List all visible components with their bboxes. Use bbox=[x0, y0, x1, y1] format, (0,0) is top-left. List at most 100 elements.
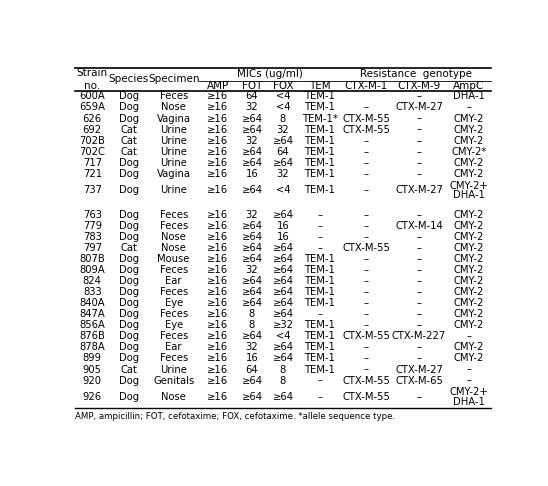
Text: TEM-1: TEM-1 bbox=[304, 287, 335, 297]
Text: ≥16: ≥16 bbox=[207, 364, 229, 375]
Text: CMY-2+: CMY-2+ bbox=[449, 180, 488, 191]
Text: –: – bbox=[364, 221, 369, 231]
Text: DHA-1: DHA-1 bbox=[453, 91, 484, 102]
Text: ≥64: ≥64 bbox=[242, 124, 262, 135]
Text: Feces: Feces bbox=[159, 331, 188, 341]
Text: –: – bbox=[416, 114, 421, 123]
Text: Feces: Feces bbox=[159, 91, 188, 102]
Text: –: – bbox=[317, 392, 322, 402]
Text: ≥64: ≥64 bbox=[272, 210, 294, 220]
Text: TEM-1: TEM-1 bbox=[304, 353, 335, 364]
Text: Species: Species bbox=[109, 74, 149, 84]
Text: AMP: AMP bbox=[207, 81, 229, 91]
Text: 856A: 856A bbox=[79, 320, 105, 330]
Text: ≥64: ≥64 bbox=[242, 276, 262, 286]
Text: CMY-2: CMY-2 bbox=[454, 124, 484, 135]
Text: –: – bbox=[416, 320, 421, 330]
Text: ≥16: ≥16 bbox=[207, 103, 229, 112]
Text: ≥16: ≥16 bbox=[207, 298, 229, 308]
Text: 64: 64 bbox=[246, 91, 258, 102]
Text: 737: 737 bbox=[83, 185, 102, 195]
Text: –: – bbox=[364, 169, 369, 179]
Text: ≥16: ≥16 bbox=[207, 147, 229, 156]
Text: CMY-2: CMY-2 bbox=[454, 114, 484, 123]
Text: ≥64: ≥64 bbox=[242, 254, 262, 264]
Text: CMY-2: CMY-2 bbox=[454, 232, 484, 242]
Text: –: – bbox=[416, 91, 421, 102]
Text: ≥64: ≥64 bbox=[242, 392, 262, 402]
Text: CTX-M-227: CTX-M-227 bbox=[392, 331, 446, 341]
Text: 32: 32 bbox=[246, 343, 258, 352]
Text: Dog: Dog bbox=[119, 185, 139, 195]
Text: Mouse: Mouse bbox=[157, 254, 190, 264]
Text: 600A: 600A bbox=[79, 91, 105, 102]
Text: –: – bbox=[416, 124, 421, 135]
Text: Resistance  genotype: Resistance genotype bbox=[360, 69, 472, 79]
Text: –: – bbox=[364, 185, 369, 195]
Text: Urine: Urine bbox=[160, 158, 187, 168]
Text: Dog: Dog bbox=[119, 91, 139, 102]
Text: Urine: Urine bbox=[160, 147, 187, 156]
Text: ≥16: ≥16 bbox=[207, 309, 229, 319]
Text: TEM-1: TEM-1 bbox=[304, 185, 335, 195]
Text: –: – bbox=[466, 103, 471, 112]
Text: ≥16: ≥16 bbox=[207, 343, 229, 352]
Text: Cat: Cat bbox=[121, 364, 138, 375]
Text: –: – bbox=[364, 309, 369, 319]
Text: ≥64: ≥64 bbox=[272, 254, 294, 264]
Text: –: – bbox=[364, 136, 369, 146]
Text: ≥32: ≥32 bbox=[272, 320, 294, 330]
Text: Feces: Feces bbox=[159, 353, 188, 364]
Text: TEM-1: TEM-1 bbox=[304, 331, 335, 341]
Text: ≥64: ≥64 bbox=[242, 376, 262, 385]
Text: ≥64: ≥64 bbox=[272, 343, 294, 352]
Text: 32: 32 bbox=[246, 103, 258, 112]
Text: Ear: Ear bbox=[165, 343, 182, 352]
Text: CTX-M-14: CTX-M-14 bbox=[395, 221, 443, 231]
Text: CMY-2: CMY-2 bbox=[454, 265, 484, 275]
Text: Nose: Nose bbox=[161, 103, 186, 112]
Text: –: – bbox=[317, 232, 322, 242]
Text: Dog: Dog bbox=[119, 320, 139, 330]
Text: ≥64: ≥64 bbox=[242, 221, 262, 231]
Text: ≥64: ≥64 bbox=[272, 309, 294, 319]
Text: <4: <4 bbox=[276, 91, 290, 102]
Text: CMY-2: CMY-2 bbox=[454, 210, 484, 220]
Text: –: – bbox=[416, 298, 421, 308]
Text: CTX-M-55: CTX-M-55 bbox=[342, 124, 390, 135]
Text: –: – bbox=[416, 276, 421, 286]
Text: Dog: Dog bbox=[119, 169, 139, 179]
Text: –: – bbox=[317, 243, 322, 253]
Text: FOX: FOX bbox=[273, 81, 293, 91]
Text: 926: 926 bbox=[83, 392, 102, 402]
Text: CMY-2: CMY-2 bbox=[454, 353, 484, 364]
Text: CMY-2: CMY-2 bbox=[454, 343, 484, 352]
Text: Cat: Cat bbox=[121, 147, 138, 156]
Text: Eye: Eye bbox=[164, 320, 183, 330]
Text: CTX-M-9: CTX-M-9 bbox=[397, 81, 441, 91]
Text: 702C: 702C bbox=[79, 147, 105, 156]
Text: Feces: Feces bbox=[159, 309, 188, 319]
Text: CTX-M-27: CTX-M-27 bbox=[395, 103, 443, 112]
Text: <4: <4 bbox=[276, 103, 290, 112]
Text: 763: 763 bbox=[83, 210, 102, 220]
Text: –: – bbox=[317, 210, 322, 220]
Text: Dog: Dog bbox=[119, 287, 139, 297]
Text: ≥64: ≥64 bbox=[242, 243, 262, 253]
Text: TEM-1: TEM-1 bbox=[304, 124, 335, 135]
Text: TEM-1: TEM-1 bbox=[304, 147, 335, 156]
Text: –: – bbox=[466, 364, 471, 375]
Text: TEM-1: TEM-1 bbox=[304, 136, 335, 146]
Text: CMY-2: CMY-2 bbox=[454, 276, 484, 286]
Text: Dog: Dog bbox=[119, 343, 139, 352]
Text: CMY-2: CMY-2 bbox=[454, 254, 484, 264]
Text: 64: 64 bbox=[246, 364, 258, 375]
Text: ≥16: ≥16 bbox=[207, 169, 229, 179]
Text: TEM-1*: TEM-1* bbox=[302, 114, 338, 123]
Text: 876B: 876B bbox=[79, 331, 105, 341]
Text: ≥64: ≥64 bbox=[242, 232, 262, 242]
Text: –: – bbox=[416, 169, 421, 179]
Text: Dog: Dog bbox=[119, 331, 139, 341]
Text: 779: 779 bbox=[83, 221, 102, 231]
Text: Vagina: Vagina bbox=[157, 169, 191, 179]
